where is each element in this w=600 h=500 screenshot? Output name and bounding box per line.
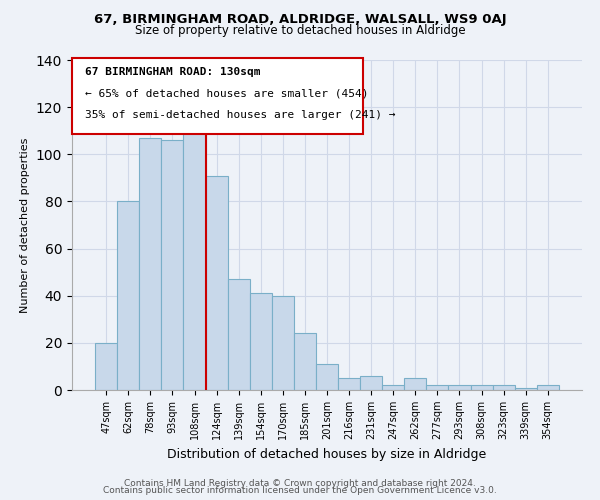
Text: 67, BIRMINGHAM ROAD, ALDRIDGE, WALSALL, WS9 0AJ: 67, BIRMINGHAM ROAD, ALDRIDGE, WALSALL, … (94, 12, 506, 26)
Bar (206, 176, 227, 390)
Bar (161, 140, 184, 390)
Bar (139, 138, 161, 390)
Y-axis label: Number of detached properties: Number of detached properties (20, 138, 31, 312)
Bar (427, 386, 448, 390)
Bar (294, 334, 316, 390)
Bar (316, 364, 338, 390)
Bar (404, 378, 427, 390)
Bar (537, 386, 559, 390)
Text: Size of property relative to detached houses in Aldridge: Size of property relative to detached ho… (134, 24, 466, 37)
Bar (184, 122, 206, 390)
Bar (515, 388, 537, 390)
Bar (470, 386, 493, 390)
Text: 35% of semi-detached houses are larger (241) →: 35% of semi-detached houses are larger (… (85, 110, 395, 120)
Bar (272, 296, 294, 390)
Text: 67 BIRMINGHAM ROAD: 130sqm: 67 BIRMINGHAM ROAD: 130sqm (85, 66, 260, 76)
FancyBboxPatch shape (72, 58, 363, 134)
Bar (360, 376, 382, 390)
Text: Contains HM Land Registry data © Crown copyright and database right 2024.: Contains HM Land Registry data © Crown c… (124, 478, 476, 488)
Bar (250, 294, 272, 390)
Bar (227, 279, 250, 390)
Bar (493, 386, 515, 390)
Bar (95, 343, 117, 390)
Bar (338, 378, 360, 390)
Text: ← 65% of detached houses are smaller (454): ← 65% of detached houses are smaller (45… (85, 88, 368, 98)
Bar (117, 202, 139, 390)
X-axis label: Distribution of detached houses by size in Aldridge: Distribution of detached houses by size … (167, 448, 487, 460)
Bar (382, 386, 404, 390)
Bar (448, 386, 470, 390)
Text: Contains public sector information licensed under the Open Government Licence v3: Contains public sector information licen… (103, 486, 497, 495)
